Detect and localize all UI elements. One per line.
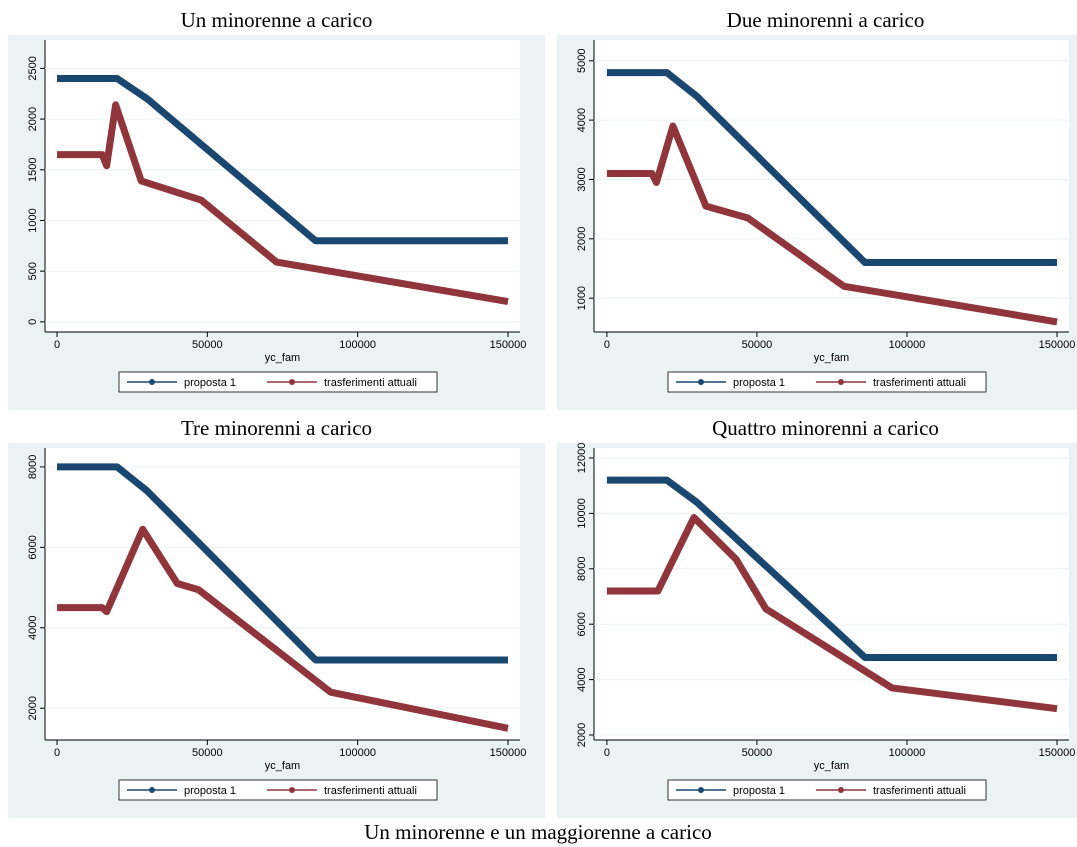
x-axis-label: yc_fam [265,760,300,772]
panel-title: Quattro minorenni a carico [712,416,939,440]
legend-marker [289,787,295,793]
figure-caption: Un minorenne e un maggiorenne a carico [364,820,712,844]
legend-label: proposta 1 [184,785,236,797]
x-tick-label: 50000 [192,747,223,759]
data-line [57,101,509,306]
y-tick-label: 1000 [27,208,39,232]
legend-label: proposta 1 [733,785,785,797]
x-tick-label: 0 [54,747,60,759]
y-tick-label: 3000 [576,167,588,191]
x-axis-label: yc_fam [265,352,300,364]
legend-marker [838,787,844,793]
y-tick-label: 5000 [576,49,588,73]
y-tick-label: 4000 [576,667,588,691]
y-tick-label: 0 [27,319,39,325]
panel-title: Due minorenni a carico [727,8,925,32]
legend-marker [289,379,295,385]
y-tick-label: 10000 [576,498,588,529]
y-tick-label: 4000 [27,616,39,640]
legend-label: trasferimenti attuali [324,377,417,389]
y-tick-label: 8000 [27,455,39,479]
y-tick-label: 6000 [576,612,588,636]
legend-marker [698,787,704,793]
y-tick-label: 2000 [576,227,588,251]
panel-title: Un minorenne a carico [181,8,373,32]
x-tick-label: 100000 [339,747,376,759]
y-tick-label: 12000 [576,443,588,474]
data-line [57,75,508,245]
legend-marker [698,379,704,385]
legend-label: trasferimenti attuali [873,785,966,797]
legend-marker [838,379,844,385]
y-tick-label: 2000 [27,107,39,131]
legend-label: trasferimenti attuali [873,377,966,389]
panel-title: Tre minorenni a carico [181,416,372,440]
x-tick-label: 0 [604,339,610,351]
legend-marker [149,787,155,793]
x-tick-label: 0 [54,339,60,351]
y-tick-label: 500 [27,262,39,280]
y-tick-label: 2500 [27,56,39,80]
x-tick-label: 100000 [339,339,376,351]
data-line [606,514,1058,713]
data-line [606,122,1058,326]
x-axis-label: yc_fam [814,352,849,364]
x-tick-label: 150000 [490,339,527,351]
x-tick-label: 50000 [742,339,773,351]
legend-marker [149,379,155,385]
y-tick-label: 1000 [576,286,588,310]
y-tick-label: 2000 [27,696,39,720]
x-tick-label: 100000 [889,747,926,759]
y-tick-label: 6000 [27,535,39,559]
y-tick-label: 4000 [576,108,588,132]
x-tick-label: 50000 [192,339,223,351]
y-tick-label: 1500 [27,158,39,182]
x-tick-label: 150000 [490,747,527,759]
plot-area [45,448,520,740]
data-line [57,525,509,732]
legend-label: proposta 1 [184,377,236,389]
y-tick-label: 8000 [576,557,588,581]
legend-label: proposta 1 [733,377,785,389]
x-tick-label: 100000 [889,339,926,351]
legend-label: trasferimenti attuali [324,785,417,797]
x-tick-label: 50000 [742,747,773,759]
data-line [606,69,1057,267]
plot-area [45,40,520,332]
plot-area [594,40,1069,332]
x-tick-label: 150000 [1039,747,1076,759]
data-line [57,463,508,664]
data-line [606,476,1057,661]
y-tick-label: 2000 [576,723,588,747]
x-axis-label: yc_fam [814,760,849,772]
x-tick-label: 0 [604,747,610,759]
plot-area [594,448,1069,740]
x-tick-label: 150000 [1039,339,1076,351]
